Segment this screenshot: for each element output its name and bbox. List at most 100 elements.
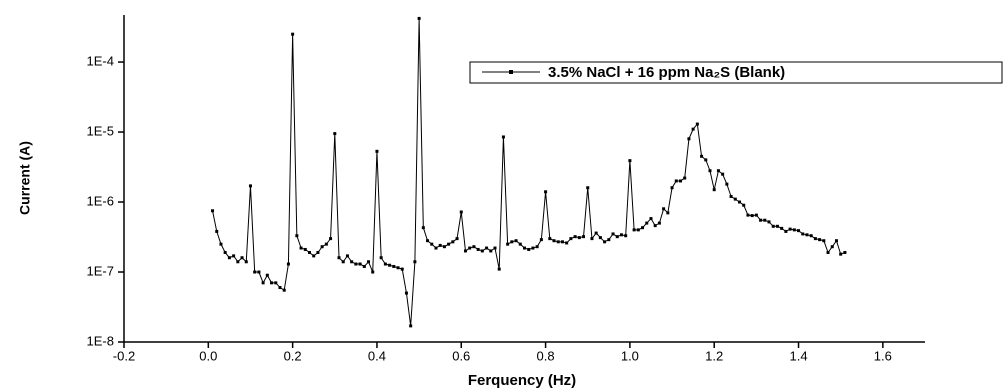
data-point <box>358 262 362 266</box>
data-point <box>485 246 489 250</box>
y-tick-label: 1E-5 <box>87 123 114 138</box>
data-point <box>236 260 240 264</box>
data-point <box>438 243 442 247</box>
data-point <box>721 172 725 176</box>
data-point <box>223 251 227 255</box>
x-axis-label: Ferquency (Hz) <box>468 372 576 389</box>
data-point <box>670 186 674 190</box>
data-point <box>514 239 518 243</box>
data-point <box>501 135 505 139</box>
data-point <box>649 217 653 221</box>
data-point <box>830 245 834 249</box>
data-point <box>708 169 712 173</box>
data-point <box>611 232 615 236</box>
data-point <box>345 254 349 258</box>
data-point <box>653 224 657 228</box>
data-point <box>257 270 261 274</box>
data-point <box>447 242 451 246</box>
data-point <box>695 122 699 126</box>
data-point <box>261 281 265 285</box>
data-point <box>746 213 750 217</box>
data-point <box>375 149 379 153</box>
data-point <box>632 228 636 232</box>
data-point <box>274 281 278 285</box>
data-point <box>404 291 408 295</box>
data-point <box>577 236 581 240</box>
data-point <box>797 229 801 233</box>
data-point <box>253 270 257 274</box>
data-point <box>316 251 320 255</box>
legend-label: 3.5% NaCl + 16 ppm Na₂S (Blank) <box>548 64 785 81</box>
data-point <box>413 260 417 264</box>
y-axis-label: Current (A) <box>17 141 33 215</box>
data-point <box>666 211 670 215</box>
data-point <box>426 239 430 243</box>
data-point <box>388 263 392 267</box>
data-point <box>232 254 236 258</box>
data-point <box>805 233 809 237</box>
data-point <box>463 249 467 253</box>
data-point <box>759 218 763 222</box>
data-point <box>645 221 649 225</box>
data-point <box>784 229 788 233</box>
data-point <box>333 132 337 136</box>
data-point <box>839 252 843 256</box>
y-tick-label: 1E-8 <box>87 333 114 348</box>
data-point <box>594 231 598 235</box>
data-point <box>362 264 366 268</box>
x-tick-label: 0.0 <box>199 348 217 363</box>
data-point <box>295 234 299 238</box>
data-point <box>674 179 678 183</box>
data-point <box>329 237 333 241</box>
data-point <box>780 226 784 230</box>
data-point <box>350 260 354 264</box>
data-point <box>716 169 720 173</box>
data-point <box>480 249 484 253</box>
data-point <box>691 127 695 131</box>
data-point <box>472 245 476 249</box>
data-point <box>742 203 746 207</box>
data-point <box>754 213 758 217</box>
data-point <box>834 239 838 243</box>
x-tick-label: 0.4 <box>368 348 386 363</box>
data-point <box>763 218 767 222</box>
data-point <box>544 190 548 194</box>
data-point <box>843 251 847 255</box>
y-tick-label: 1E-4 <box>87 53 114 68</box>
data-point <box>539 238 543 242</box>
data-point <box>523 246 526 250</box>
data-point <box>367 260 371 264</box>
data-point <box>489 249 493 253</box>
data-point <box>619 233 623 237</box>
data-point <box>560 240 564 244</box>
data-point <box>657 221 661 225</box>
data-point <box>733 197 737 201</box>
x-tick-label: 0.2 <box>284 348 302 363</box>
data-point <box>687 137 691 141</box>
data-point <box>299 246 303 250</box>
data-point <box>244 260 248 264</box>
data-point <box>556 240 560 244</box>
x-tick-label: 0.6 <box>452 348 470 363</box>
data-point <box>265 273 269 277</box>
data-point <box>430 242 434 246</box>
data-point <box>725 182 729 186</box>
data-point <box>809 234 813 238</box>
data-point <box>219 242 223 246</box>
data-point <box>312 254 316 258</box>
data-point <box>240 256 244 260</box>
data-point <box>303 247 307 251</box>
data-point <box>211 209 215 213</box>
data-point <box>535 245 539 249</box>
data-point <box>788 227 792 231</box>
data-point <box>704 158 708 162</box>
data-point <box>678 179 682 183</box>
data-point <box>434 246 438 250</box>
data-point <box>813 237 817 241</box>
x-tick-label: -0.2 <box>113 348 135 363</box>
data-point <box>270 281 274 285</box>
data-point <box>624 234 628 238</box>
data-point <box>518 242 522 246</box>
